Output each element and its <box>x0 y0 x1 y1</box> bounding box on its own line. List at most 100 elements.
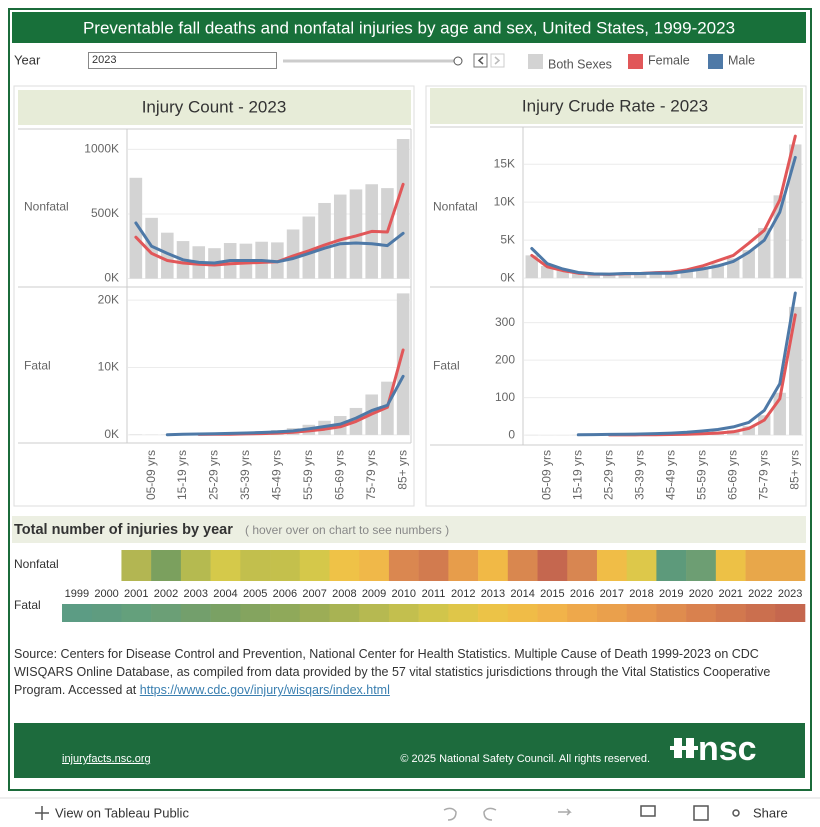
fullscreen-icon[interactable] <box>693 805 709 821</box>
line <box>134 221 405 265</box>
year-label: 2001 <box>124 588 148 600</box>
heat-cell[interactable] <box>745 604 776 622</box>
bar <box>396 293 410 435</box>
x-tick-label: 75-79 yrs <box>364 450 378 500</box>
heat-cell[interactable] <box>775 550 806 581</box>
heat-cell[interactable] <box>299 604 330 622</box>
heat-cell[interactable] <box>686 604 717 622</box>
y-tick-label: 500K <box>91 206 119 220</box>
year-label: 1999 <box>65 588 89 600</box>
heat-cell[interactable] <box>537 550 568 581</box>
undo-icon[interactable] <box>443 807 457 821</box>
prev-button[interactable] <box>473 53 488 68</box>
heat-cell[interactable] <box>775 604 806 622</box>
footer-site[interactable]: injuryfacts.nsc.org <box>62 753 151 765</box>
heat-cell[interactable] <box>537 604 568 622</box>
heat-cell[interactable] <box>62 604 93 622</box>
bar <box>603 274 616 279</box>
share-icon[interactable] <box>732 809 740 817</box>
bar <box>680 270 693 279</box>
heat-cell[interactable] <box>626 604 657 622</box>
year-label: 2015 <box>540 588 564 600</box>
heat-cell[interactable] <box>448 604 479 622</box>
heat-cell[interactable] <box>507 604 538 622</box>
heat-cell[interactable] <box>270 604 301 622</box>
heat-cell[interactable] <box>151 550 182 581</box>
heat-cell[interactable] <box>121 550 152 581</box>
heat-cell[interactable] <box>418 604 449 622</box>
bar <box>587 273 600 279</box>
panel <box>13 85 415 507</box>
heat-cell[interactable] <box>180 604 211 622</box>
heat-cell[interactable] <box>240 604 271 622</box>
heat-cell[interactable] <box>329 604 360 622</box>
redo-icon[interactable] <box>483 807 497 821</box>
heat-cell[interactable] <box>240 550 271 581</box>
bar <box>161 232 174 279</box>
y-tick-label: 0K <box>500 270 515 284</box>
y-tick-label: 10K <box>494 194 515 208</box>
heat-cell[interactable] <box>418 550 449 581</box>
panel-title: Injury Crude Rate - 2023 <box>522 96 708 115</box>
heat-cell[interactable] <box>299 550 330 581</box>
heat-cell[interactable] <box>151 604 182 622</box>
year-label: 2009 <box>362 588 386 600</box>
next-button[interactable] <box>490 53 505 68</box>
toolbar-share[interactable]: Share <box>753 805 788 820</box>
heat-cell[interactable] <box>745 550 776 581</box>
heat-cell[interactable] <box>478 550 509 581</box>
year-label: 2016 <box>570 588 594 600</box>
heat-cell[interactable] <box>448 550 479 581</box>
year-input[interactable]: 2023 <box>88 52 277 69</box>
x-tick-label: 55-59 yrs <box>694 450 708 500</box>
heatmap-title-band <box>12 516 806 543</box>
device-icon[interactable] <box>640 805 656 817</box>
revert-icon[interactable] <box>558 808 572 816</box>
heat-cell[interactable] <box>715 604 746 622</box>
row-label: Fatal <box>433 359 460 373</box>
x-tick-label: 15-19 yrs <box>175 450 189 500</box>
bar <box>396 139 410 279</box>
toolbar-view[interactable]: View on Tableau Public <box>55 805 189 820</box>
logo-dot <box>686 738 694 746</box>
row-label: Fatal <box>14 598 41 612</box>
source-link[interactable]: https://www.cdc.gov/injury/wisqars/index… <box>139 683 390 697</box>
y-tick-label: 0K <box>104 271 119 285</box>
slider-handle[interactable] <box>453 56 463 66</box>
heat-cell[interactable] <box>596 550 627 581</box>
bar <box>618 273 631 279</box>
heat-cell[interactable] <box>359 550 390 581</box>
heat-cell[interactable] <box>91 604 122 622</box>
heat-cell[interactable] <box>210 604 241 622</box>
heat-cell[interactable] <box>210 550 241 581</box>
bar <box>649 272 662 279</box>
row-label: Nonfatal <box>14 557 59 571</box>
y-tick-label: 100 <box>495 390 515 404</box>
heat-cell[interactable] <box>715 550 746 581</box>
heat-cell[interactable] <box>656 604 687 622</box>
heat-cell[interactable] <box>567 604 598 622</box>
x-tick-label: 75-79 yrs <box>756 450 770 500</box>
heat-cell[interactable] <box>626 550 657 581</box>
heat-cell[interactable] <box>359 604 390 622</box>
title-bar <box>12 12 806 43</box>
y-tick-label: 200 <box>495 352 515 366</box>
heat-cell[interactable] <box>180 550 211 581</box>
logo-dot <box>686 750 694 758</box>
heat-cell[interactable] <box>388 550 419 581</box>
x-tick-label: 85+ yrs <box>787 450 801 490</box>
heat-cell[interactable] <box>656 550 687 581</box>
heat-cell[interactable] <box>270 550 301 581</box>
heat-cell[interactable] <box>329 550 360 581</box>
heat-cell[interactable] <box>478 604 509 622</box>
heat-cell[interactable] <box>596 604 627 622</box>
heat-cell[interactable] <box>507 550 538 581</box>
heat-cell[interactable] <box>121 604 152 622</box>
row-label: Nonfatal <box>24 200 69 214</box>
heat-cell[interactable] <box>567 550 598 581</box>
heat-cell[interactable] <box>388 604 419 622</box>
heat-cell[interactable] <box>686 550 717 581</box>
plot-frames <box>18 126 803 446</box>
x-tick-label: 35-39 yrs <box>238 450 252 500</box>
